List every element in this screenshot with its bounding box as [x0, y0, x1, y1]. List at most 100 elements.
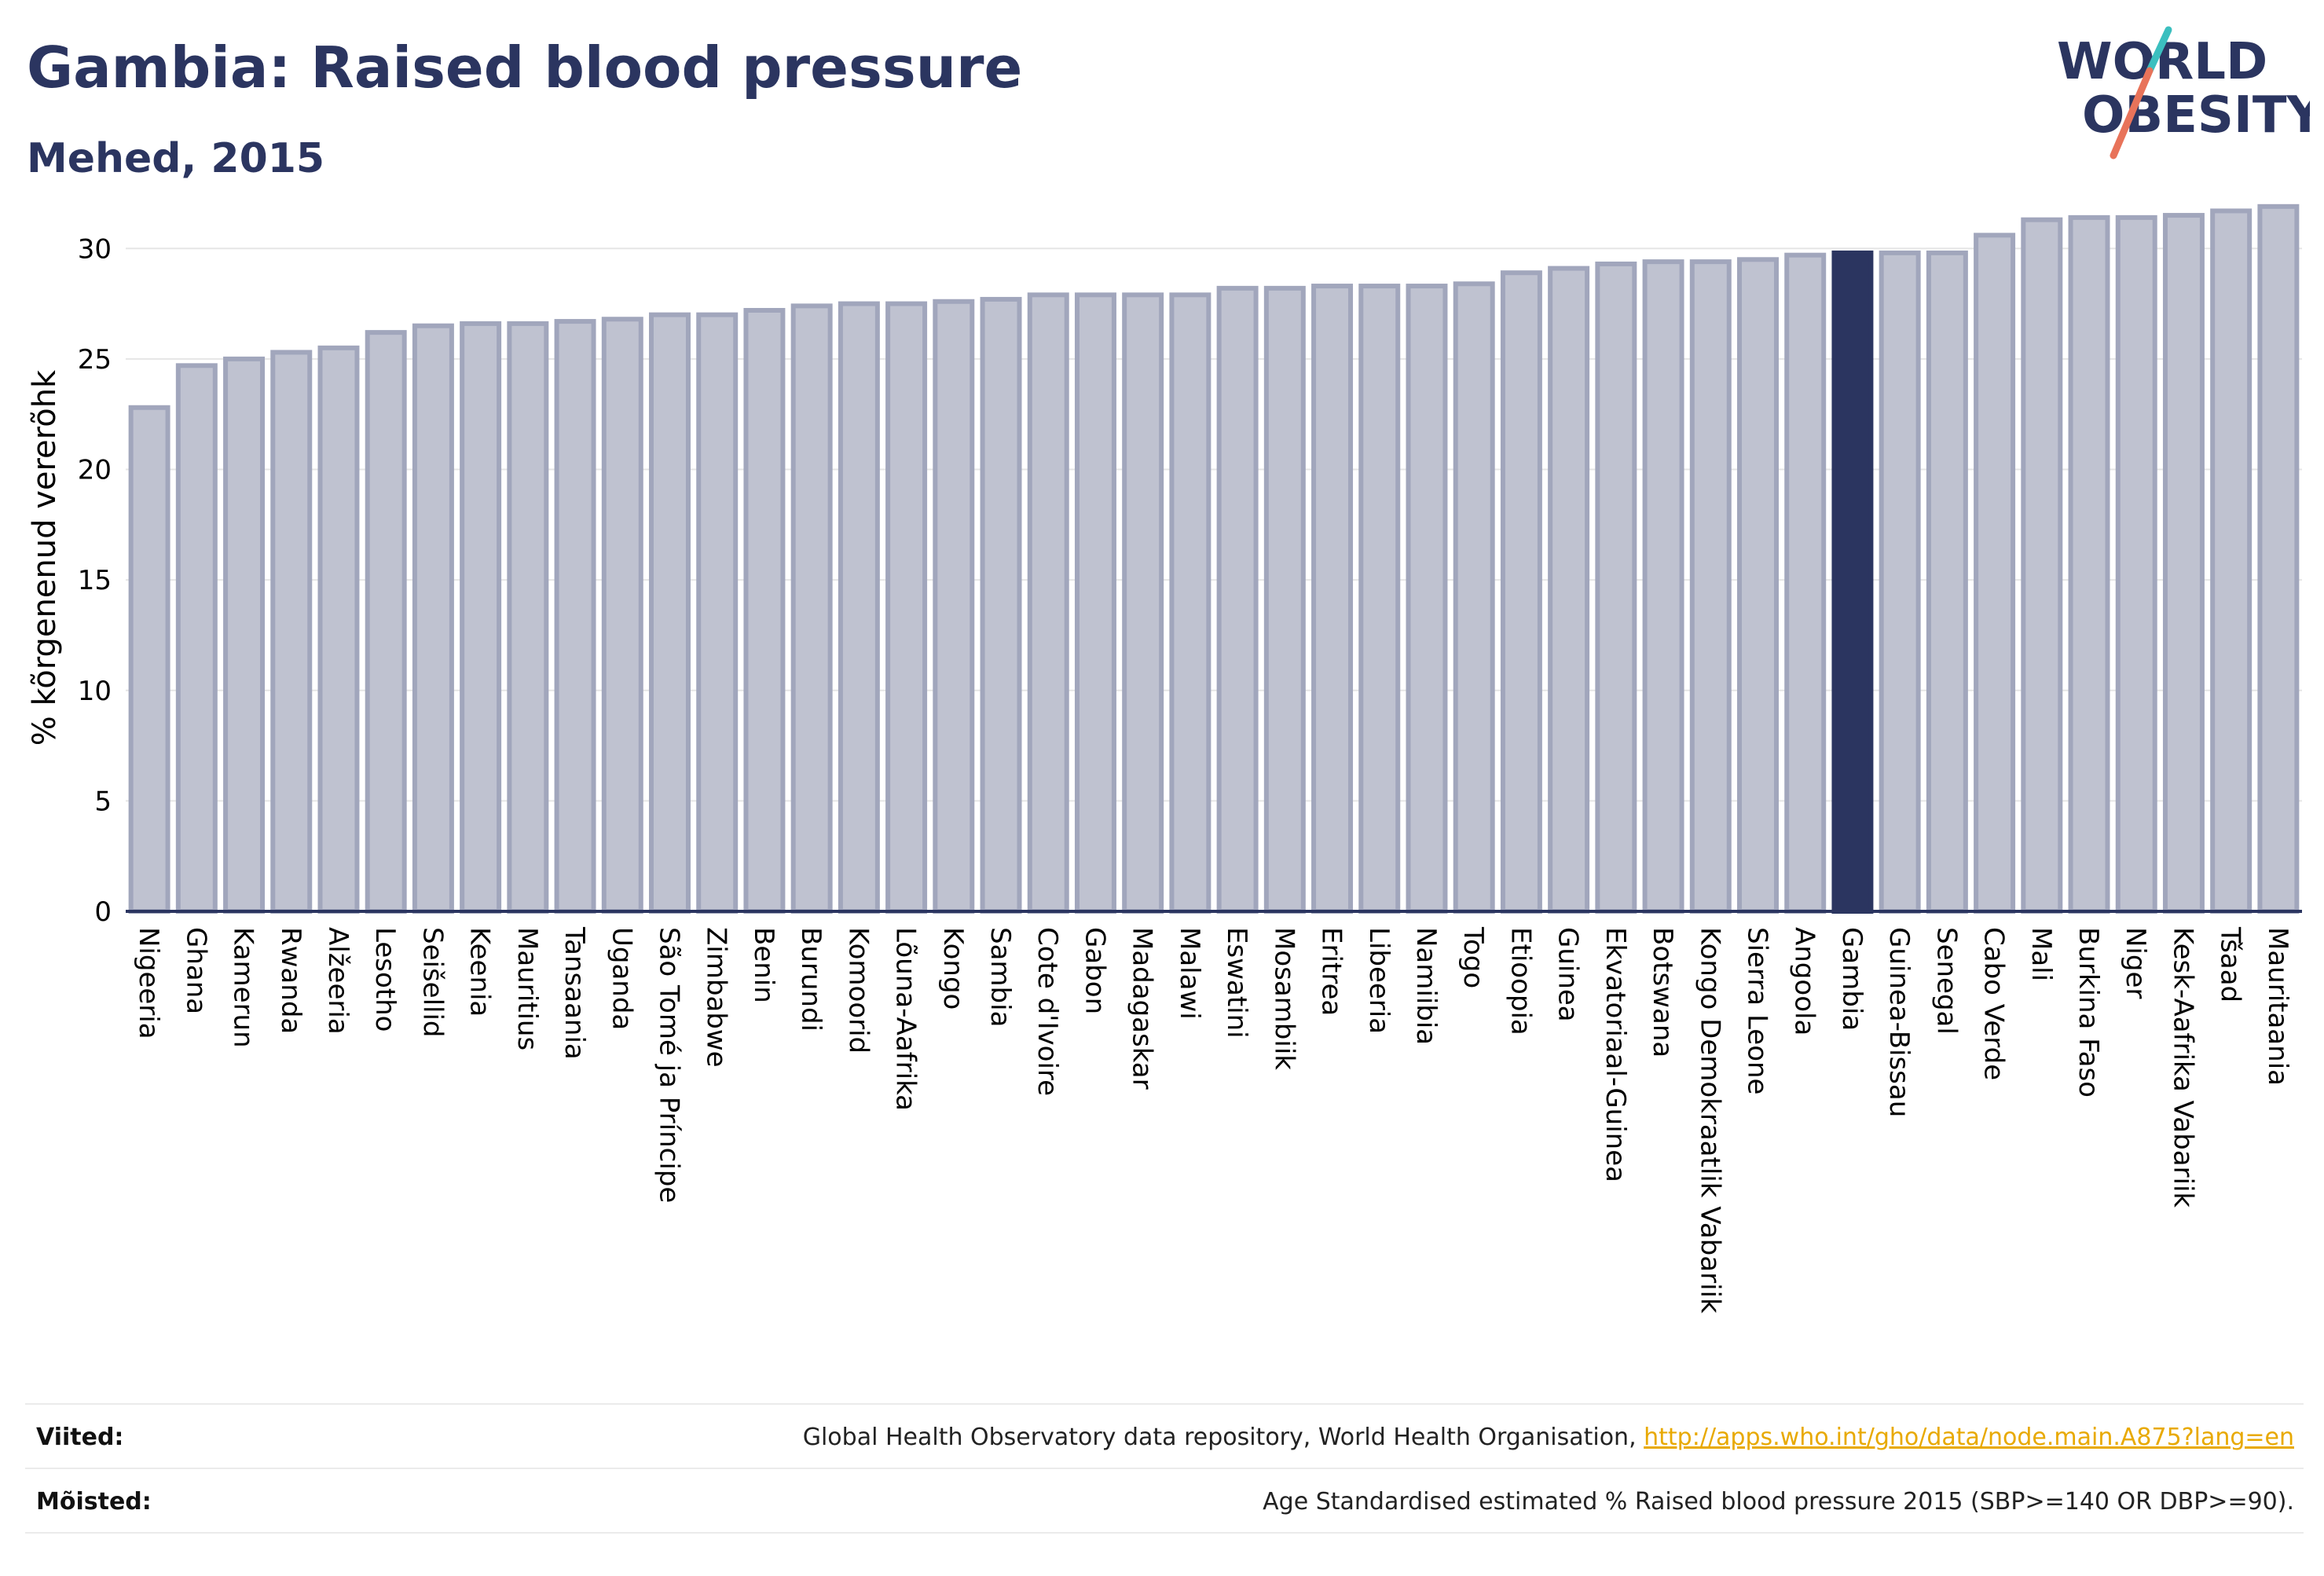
x-tick-label: Burundi [795, 927, 827, 1032]
bar-sambia [980, 296, 1022, 914]
chart-subtitle: Mehed, 2015 [27, 135, 325, 182]
bar-guinea-bissau [1879, 250, 1921, 914]
logo-slash-teal-icon [2146, 26, 2172, 75]
bar-uganda [601, 317, 643, 914]
bar-kesk-aafrika-vabariik [2162, 213, 2205, 914]
x-tick-label: Nigeeria [133, 927, 164, 1039]
x-tick-label: Malawi [1174, 927, 1205, 1020]
definitions-value: Age Standardised estimated % Raised bloo… [1263, 1488, 2294, 1516]
x-tick-label: Gabon [1079, 927, 1110, 1014]
bar-guinea [1548, 266, 1590, 914]
bar-lesotho [365, 330, 407, 914]
bar-keenia [460, 321, 502, 914]
bar-mosambiik [1263, 285, 1306, 914]
x-tick-label: Cote d'Ivoire [1032, 927, 1063, 1096]
bar-cabo-verde [1974, 233, 2016, 914]
x-tick-label: Niger [2120, 927, 2151, 999]
bar-l-una-aafrika [885, 301, 928, 914]
bar-mauritaania [2257, 203, 2300, 914]
bar-botswana [1642, 259, 1684, 914]
bar-malawi [1169, 292, 1211, 914]
x-tick-label: Eritrea [1316, 927, 1347, 1016]
x-tick-label: Zimbabwe [701, 927, 732, 1068]
x-tick-label: Benin [748, 927, 779, 1003]
bar-kamerun [223, 356, 266, 914]
logo-slash-coral-icon [2110, 67, 2154, 159]
bar-angoola [1784, 252, 1827, 914]
references-row: Viited: Global Health Observatory data r… [25, 1403, 2304, 1469]
x-tick-label: Tansaania [559, 926, 590, 1060]
x-axis-ticks: Nigeeria Ghana Kamerun Rwanda Alžeeria Lesoth… [133, 926, 2293, 1314]
y-tick-label: 30 [78, 233, 112, 265]
x-tick-label: Ghana [180, 927, 211, 1014]
x-tick-label: Kesk-Aafrika Vabariik [2167, 927, 2198, 1208]
x-tick-label: Ekvatoriaal-Guinea [1600, 927, 1631, 1182]
references-label: Viited: [36, 1424, 124, 1451]
y-tick-label: 25 [78, 344, 112, 376]
x-tick-label: Alžeeria [322, 927, 354, 1035]
x-tick-label: Uganda [606, 927, 637, 1030]
x-tick-label: Senegal [1930, 927, 1962, 1035]
x-tick-label: Etioopia [1505, 927, 1536, 1035]
bar-sei-ellid [412, 323, 454, 914]
x-tick-label: Komoorid [842, 927, 874, 1054]
bar-mauritius [507, 321, 549, 914]
x-tick-label: Guinea [1552, 927, 1584, 1022]
y-axis-label: % kõrgenenud vererõhk [27, 369, 63, 746]
y-tick-label: 0 [94, 896, 112, 928]
x-tick-label: Burkina Faso [2073, 927, 2104, 1098]
x-tick-label: Guinea-Bissau [1883, 927, 1915, 1117]
bar-niger [2115, 214, 2157, 914]
bar-etioopia [1500, 270, 1542, 914]
bar-mali [2021, 217, 2063, 914]
x-tick-label: Botswana [1647, 927, 1678, 1057]
definitions-label: Mõisted: [36, 1488, 152, 1516]
x-tick-label: Sierra Leone [1742, 927, 1773, 1094]
bar-gabon [1074, 292, 1116, 914]
x-tick-label: Sambia [984, 927, 1016, 1027]
y-tick-label: 15 [78, 565, 112, 596]
bar-madagaskar [1122, 292, 1164, 914]
x-tick-label: Togo [1457, 926, 1489, 988]
chart-title: Gambia: Raised blood pressure [27, 35, 1023, 101]
bars [128, 203, 2300, 914]
x-tick-label: Madagaskar [1127, 927, 1158, 1090]
x-tick-label: Seišellid [416, 927, 448, 1038]
bar-t-aad [2210, 208, 2253, 914]
bar-komoorid [838, 301, 880, 914]
bar-ghana [175, 363, 218, 914]
bar-eswatini [1216, 285, 1259, 914]
world-obesity-logo: WORLD OBESITY [2057, 26, 2310, 159]
y-tick-label: 20 [78, 455, 112, 486]
bar-kongo [933, 299, 975, 914]
bar-al-eeria [317, 345, 360, 914]
x-tick-label: Lõuna-Aafrika [890, 927, 922, 1111]
x-tick-label: Mauritius [511, 927, 543, 1050]
bar-kongo-demokraatlik-vabariik [1689, 259, 1732, 914]
references-text: Global Health Observatory data repositor… [802, 1424, 1644, 1451]
x-tick-label: Angoola [1789, 927, 1820, 1035]
bar-rwanda [270, 350, 313, 914]
bar-togo [1453, 281, 1495, 914]
references-link[interactable]: http://apps.who.int/gho/data/node.main.A… [1644, 1424, 2294, 1451]
bar-nigeeria [128, 405, 170, 914]
x-tick-label: Mauritaania [2262, 927, 2293, 1086]
bar-namiibia [1406, 284, 1448, 914]
x-tick-label: Mali [2025, 927, 2057, 981]
x-tick-label: Lesotho [369, 927, 401, 1032]
y-axis-ticks: 0 5 10 15 20 25 30 [78, 233, 112, 928]
definitions-row: Mõisted: Age Standardised estimated % Ra… [25, 1468, 2304, 1534]
x-tick-label: Keenia [464, 927, 496, 1017]
bar-burkina-faso [2068, 214, 2110, 914]
bar-eritrea [1311, 284, 1354, 914]
bar-chart: 0 5 10 15 20 25 30 Nigeeria Ghana Kamerun Rwanda A… [27, 203, 2302, 1314]
x-tick-label: Kamerun [228, 927, 259, 1048]
bar-libeeria [1358, 284, 1401, 914]
x-tick-label: Libeeria [1363, 927, 1395, 1034]
x-tick-label: Kongo [937, 927, 969, 1010]
bar-senegal [1926, 250, 1968, 914]
x-tick-label: Eswatini [1221, 927, 1252, 1039]
x-tick-label: Rwanda [275, 927, 306, 1034]
bar-tansaania [554, 319, 596, 914]
bar-s-o-tom-ja-pr-ncipe [649, 312, 691, 914]
